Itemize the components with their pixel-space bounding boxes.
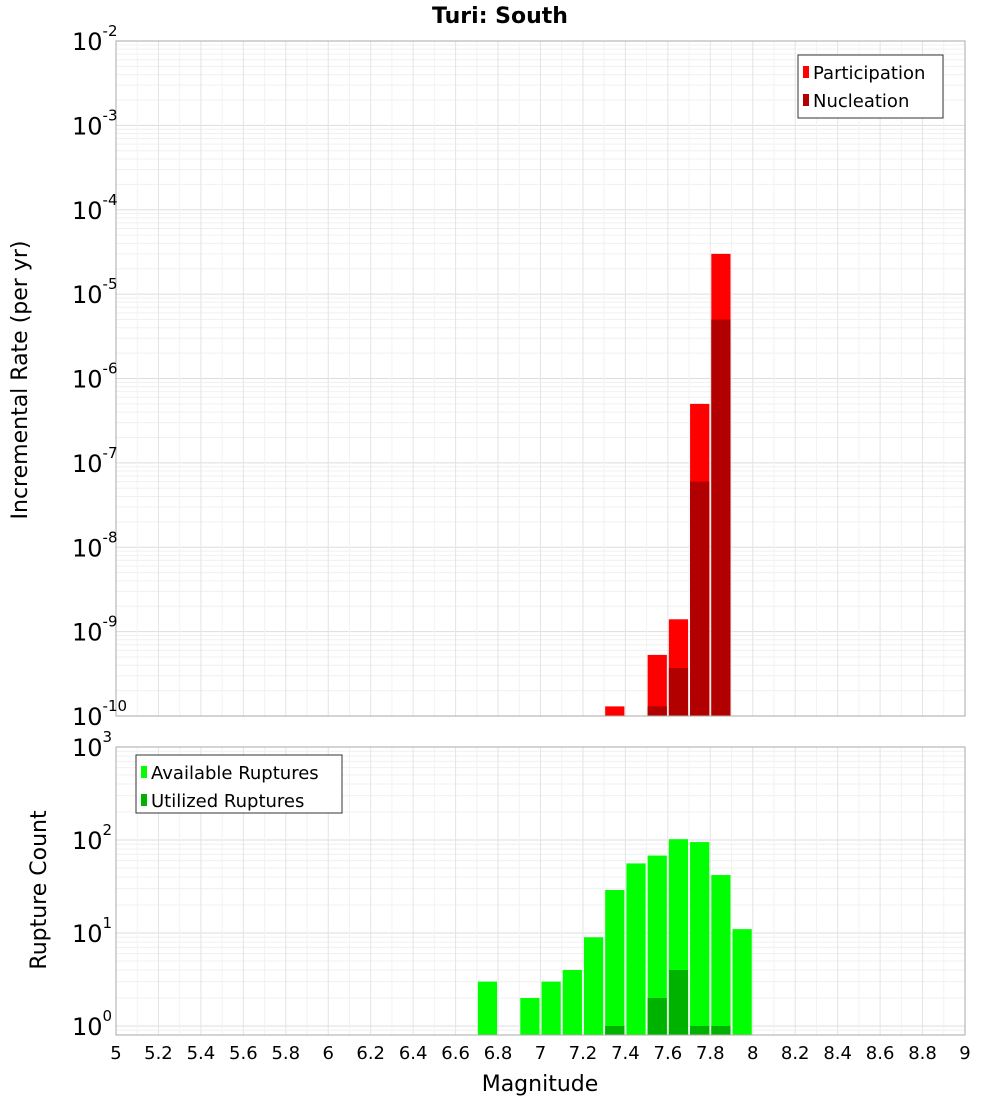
x-tick-label: 5.2 [144, 1043, 173, 1064]
bar-1-0-9 [690, 842, 710, 1035]
y-tick-label: 103 [72, 728, 112, 762]
legend-label: Participation [813, 63, 925, 84]
bar-1-0-11 [732, 929, 752, 1035]
x-tick-label: 5.8 [271, 1043, 300, 1064]
legend-label: Nucleation [813, 91, 909, 112]
bottom-y-axis-label: Rupture Count [27, 810, 52, 970]
y-tick-label: 10-4 [72, 191, 118, 225]
y-tick-label: 10-2 [72, 22, 118, 56]
top-y-axis-label: Incremental Rate (per yr) [8, 241, 33, 520]
bar-0-1-2 [690, 481, 710, 716]
legend-label: Utilized Ruptures [151, 791, 304, 812]
y-tick-label: 101 [72, 914, 112, 948]
bar-1-1-4 [711, 1025, 731, 1035]
x-tick-label: 7.8 [696, 1043, 725, 1064]
plot-frame [115, 40, 966, 717]
bar-1-1-1 [647, 997, 667, 1035]
legend-box [797, 54, 944, 119]
x-tick-label: 7.6 [654, 1043, 683, 1064]
x-tick-label: 5 [110, 1043, 121, 1064]
y-tick-label: 10-5 [72, 275, 118, 309]
y-tick-label: 10-8 [72, 528, 118, 562]
x-tick-label: 8.8 [908, 1043, 937, 1064]
y-tick-label: 102 [72, 821, 112, 855]
bar-1-1-0 [605, 1025, 625, 1035]
y-tick-label: 10-6 [72, 360, 118, 394]
bar-0-1-1 [668, 668, 689, 716]
legend: Participation Nucleation [797, 54, 944, 119]
x-tick-label: 8.6 [866, 1043, 895, 1064]
bar-1-1-2 [668, 969, 689, 1035]
legend-box [135, 754, 343, 814]
x-tick-label: 8.4 [823, 1043, 852, 1064]
bar-1-0-7 [647, 855, 667, 1035]
x-tick-label: 6.2 [356, 1043, 385, 1064]
bar-1-0-6 [626, 863, 646, 1035]
bar-1-0-5 [605, 889, 625, 1035]
panel-0: 10-10 10-9 10-8 10-7 10-6 10-5 10-4 10-3 10-2 [72, 22, 966, 731]
legend-swatch [803, 66, 809, 78]
x-tick-label: 6 [323, 1043, 334, 1064]
bar-0-1-3 [711, 319, 731, 716]
bar-0-0-0 [605, 706, 625, 716]
bar-1-0-3 [562, 969, 582, 1035]
bar-1-0-10 [711, 875, 731, 1035]
legend-swatch [141, 766, 147, 778]
bar-1-0-2 [541, 981, 561, 1035]
bar-0-1-0 [647, 706, 667, 716]
chart-title: Turi: South [432, 4, 568, 29]
bar-1-0-4 [583, 937, 604, 1035]
y-tick-label: 10-3 [72, 106, 118, 140]
x-tick-label: 8 [747, 1043, 758, 1064]
plot-frame [115, 746, 966, 1036]
x-tick-label: 8.2 [781, 1043, 810, 1064]
bar-0-0-1 [647, 654, 667, 716]
legend-swatch [141, 794, 147, 806]
x-tick-label: 9 [959, 1043, 970, 1064]
x-tick-label: 5.4 [187, 1043, 216, 1064]
bar-1-0-1 [520, 997, 540, 1035]
x-tick-label: 5.6 [229, 1043, 258, 1064]
x-tick-label: 6.8 [484, 1043, 513, 1064]
x-tick-label: 6.4 [399, 1043, 428, 1064]
y-tick-label: 10-9 [72, 613, 118, 647]
legend: Available Ruptures Utilized Ruptures [135, 754, 343, 814]
y-tick-label: 10-10 [72, 697, 127, 731]
x-tick-label: 7 [535, 1043, 546, 1064]
x-tick-label: 7.2 [569, 1043, 598, 1064]
bar-1-0-0 [477, 981, 498, 1035]
y-tick-label: 100 [72, 1007, 112, 1041]
x-axis-label: Magnitude [482, 1072, 599, 1097]
legend-label: Available Ruptures [151, 763, 319, 784]
bar-1-1-3 [690, 1025, 710, 1035]
legend-swatch [803, 94, 809, 106]
panel-1: 100 101 102 103 [72, 728, 966, 1041]
x-tick-label: 6.6 [441, 1043, 470, 1064]
x-tick-label: 7.4 [611, 1043, 640, 1064]
y-tick-label: 10-7 [72, 444, 118, 478]
